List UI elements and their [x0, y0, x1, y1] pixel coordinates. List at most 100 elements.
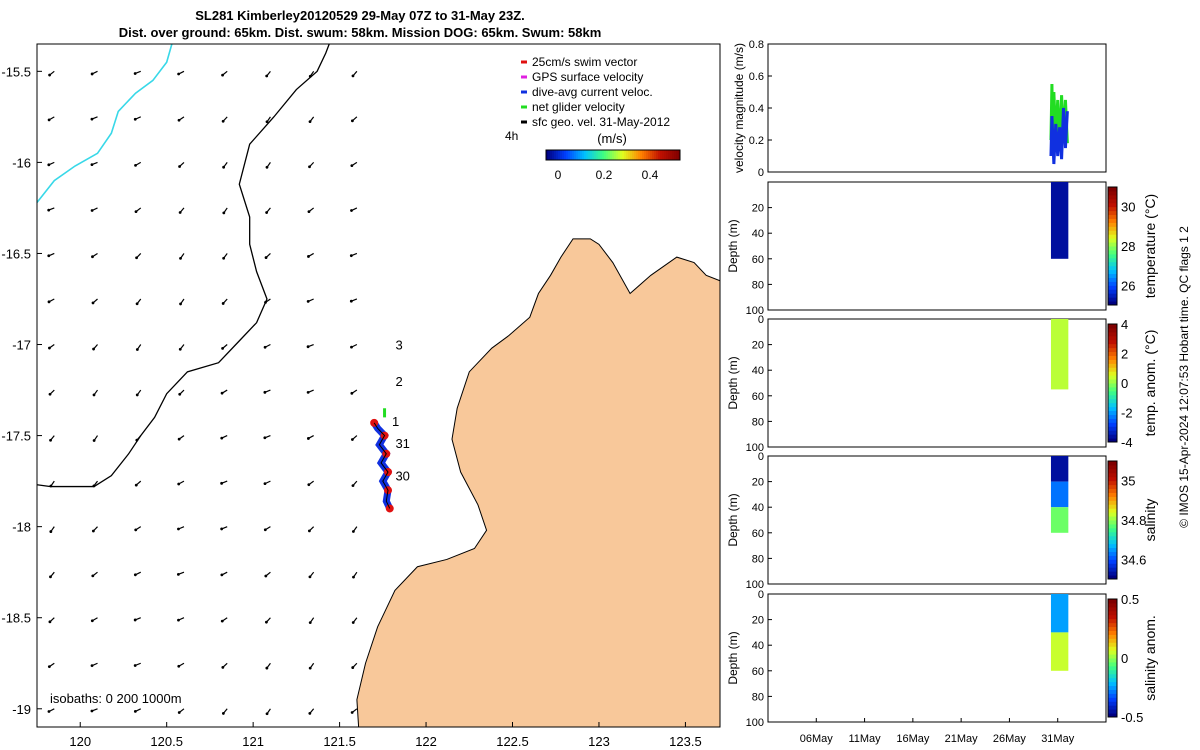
geo-velocity-arrow: [47, 298, 55, 304]
map-colorbar-segment: [606, 150, 609, 160]
arrow-head: [220, 481, 224, 485]
figure-title: SL281 Kimberley20120529 29-May 07Z to 31…: [195, 8, 525, 23]
arrow-head: [47, 254, 51, 258]
map-colorbar-segment: [644, 150, 647, 160]
map-colorbar-segment: [558, 150, 561, 160]
geo-velocity-arrow: [90, 161, 98, 167]
arrow-head: [49, 484, 53, 488]
section-y-tick-label: 100: [746, 717, 764, 729]
section-y-tick-label: 40: [752, 640, 764, 652]
geo-velocity-arrow: [177, 70, 185, 76]
geo-velocity-arrow: [222, 162, 228, 169]
section-colorbar-segment: [1108, 673, 1117, 679]
section-colorbar-segment: [1108, 339, 1117, 345]
section-y-tick-label: 20: [752, 615, 764, 627]
arrow-head: [47, 665, 51, 669]
map-x-tick-label: 122: [415, 734, 437, 749]
geo-velocity-arrow: [135, 389, 142, 397]
geo-velocity-arrow: [92, 344, 98, 351]
section-colorbar-segment: [1108, 206, 1117, 212]
geo-velocity-arrow: [308, 116, 315, 124]
geo-velocity-arrow: [349, 252, 358, 258]
geo-velocity-arrow: [352, 571, 358, 579]
geo-velocity-arrow: [307, 526, 315, 533]
geo-velocity-arrow: [220, 435, 228, 440]
map-colorbar-segment: [674, 150, 677, 160]
section-colorbar-segment: [1108, 367, 1117, 372]
section-colorbar-segment: [1108, 414, 1117, 419]
arrow-head: [47, 118, 51, 122]
section-axes: [767, 455, 1107, 585]
day-label: 1: [392, 414, 399, 429]
arrow-head: [352, 575, 355, 579]
geo-velocity-arrow: [308, 70, 315, 78]
geo-velocity-arrow: [308, 571, 315, 579]
arrow-head: [222, 165, 226, 169]
section-colorbar-segment: [1108, 402, 1117, 408]
geo-velocity-arrow: [220, 480, 228, 485]
section-y-tick-label: 0: [758, 589, 764, 601]
arrow-head: [135, 348, 139, 351]
time-tick-label: 26May: [993, 733, 1027, 745]
time-axis: 06May 11May 16May 21May 26May 31May: [800, 718, 1075, 745]
geo-velocity-arrow: [306, 298, 314, 303]
section-colorbar-frame: [1107, 460, 1118, 580]
arrow-head: [47, 710, 51, 713]
map-colorbar-segment: [574, 150, 577, 160]
map-colorbar-segment: [650, 150, 653, 160]
section-colorbar-segment: [1108, 289, 1117, 294]
arrow-head: [135, 302, 139, 306]
map-colorbar-segment: [670, 150, 673, 160]
geo-velocity-arrow: [91, 298, 98, 305]
geo-velocity-arrow: [90, 116, 98, 121]
section-colorbar-segment: [1108, 343, 1117, 349]
velocity-y-tick-label: 0.8: [749, 39, 764, 51]
section-y-tick-label: 60: [752, 528, 764, 540]
map-x-tick-label: 120.5: [150, 734, 183, 749]
section-colorbar-segment: [1108, 705, 1117, 710]
section-colorbar-segment: [1108, 422, 1117, 427]
section-colorbar-segment: [1108, 669, 1117, 675]
section-colorbar-segment: [1108, 293, 1117, 298]
map-colorbar-segment: [602, 150, 605, 160]
section-colorbar-segment: [1108, 202, 1117, 208]
geo-velocity-arrow: [308, 708, 315, 715]
arrow-head: [49, 438, 52, 442]
section-colorbar-segment: [1108, 242, 1117, 247]
section-colorbar-tick-label: 4: [1121, 317, 1128, 332]
section-colorbar-tick-label: 2: [1121, 347, 1128, 362]
section-colorbar-segment: [1108, 190, 1117, 196]
velocity-y-label: velocity magnitude (m/s): [732, 43, 746, 173]
section-panel-3: 0 20 40 60 80 100 Depth (m) 34.6 34.8 35 salinity: [726, 451, 1158, 591]
arrow-head: [308, 666, 312, 670]
section-y-label: Depth (m): [726, 356, 740, 409]
arrow-head: [307, 255, 310, 258]
section-colorbar-segment: [1108, 273, 1117, 278]
geo-velocity-arrow: [135, 344, 142, 351]
section-colorbar-segment: [1108, 618, 1117, 624]
section-data-patch: [1050, 632, 1069, 671]
section-colorbar-segment: [1108, 523, 1117, 529]
geo-velocity-arrow: [91, 252, 98, 259]
arrow-head: [264, 256, 268, 259]
section-colorbar-tick-label: 0: [1121, 651, 1128, 666]
arrow-head: [177, 711, 181, 714]
isobath-1000m: [36, 43, 173, 203]
map-colorbar-segment: [586, 150, 589, 160]
section-colorbar-tick-label: 0: [1121, 376, 1128, 391]
section-y-tick-label: 40: [752, 228, 764, 240]
section-colorbar-segment: [1108, 571, 1117, 576]
section-colorbar-segment: [1108, 375, 1117, 380]
section-colorbar-segment: [1108, 480, 1117, 486]
section-colorbar-segment: [1108, 347, 1117, 353]
geo-velocity-arrow: [351, 662, 358, 669]
geo-velocity-arrow: [265, 708, 271, 716]
section-colorbar-segment: [1108, 351, 1117, 356]
arrow-head: [90, 209, 94, 212]
section-colorbar-segment: [1108, 265, 1117, 271]
arrow-head: [179, 302, 182, 306]
section-colorbar-segment: [1108, 410, 1117, 415]
arrow-head: [133, 72, 137, 75]
geo-velocity-arrow: [133, 70, 141, 75]
